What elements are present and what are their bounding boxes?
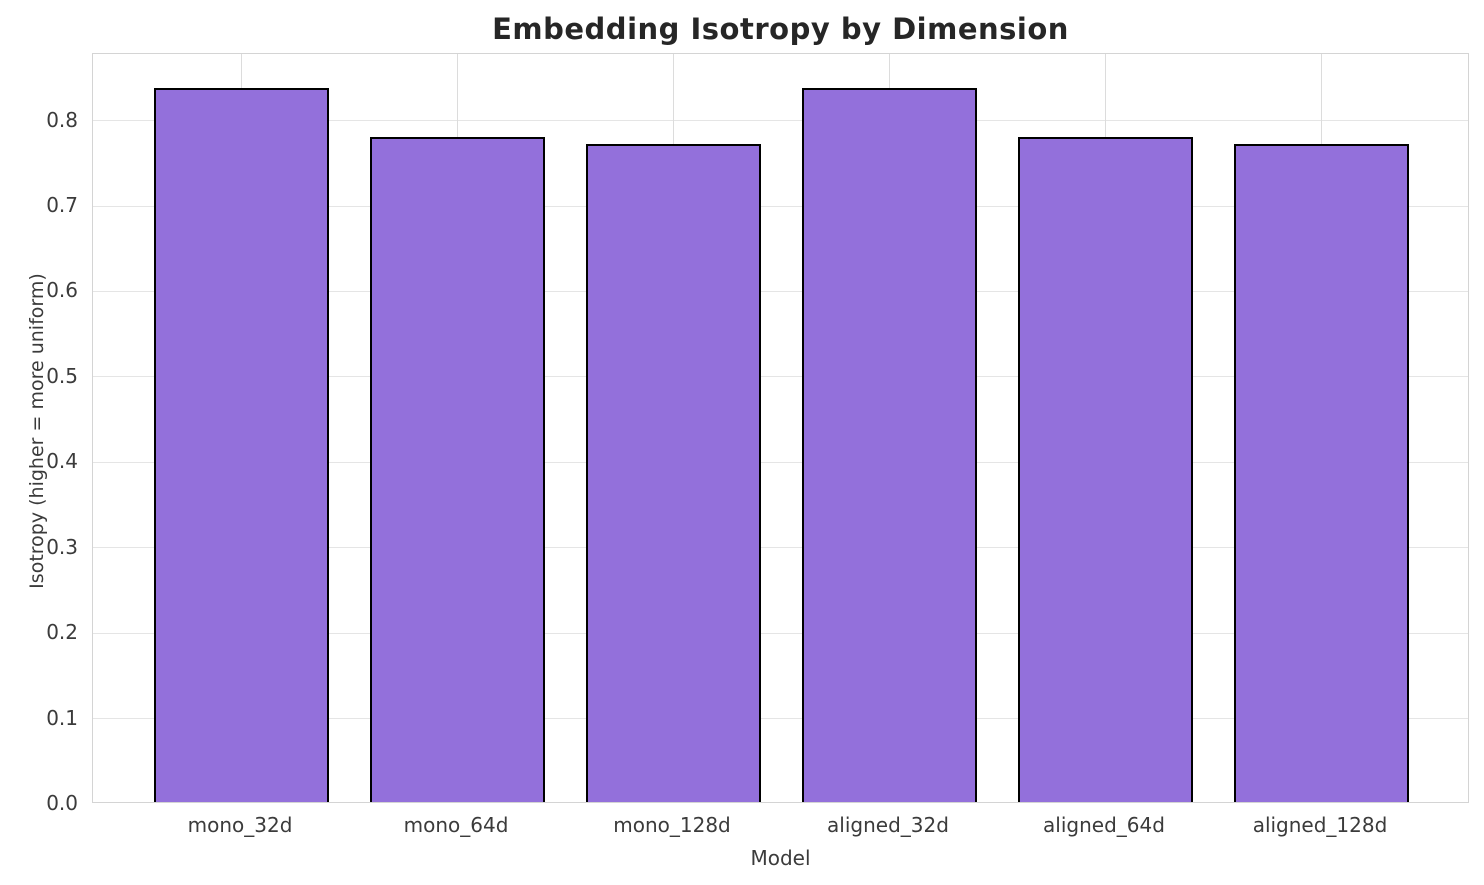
bar-mono_128d bbox=[585, 144, 761, 802]
h-gridline-0.3 bbox=[93, 547, 1468, 549]
bar-aligned_32d bbox=[801, 87, 977, 802]
y-tick-label-0.3: 0.3 bbox=[46, 534, 78, 559]
h-gridline-0.6 bbox=[93, 290, 1468, 292]
plot-area bbox=[92, 53, 1469, 803]
y-tick-label-0.2: 0.2 bbox=[46, 620, 78, 645]
x-tick-label-aligned_64d: aligned_64d bbox=[1043, 813, 1165, 837]
bar-aligned_64d bbox=[1017, 137, 1193, 802]
h-gridline-0.8 bbox=[93, 120, 1468, 122]
x-tick-label-mono_128d: mono_128d bbox=[613, 813, 731, 837]
h-gridline-0.1 bbox=[93, 718, 1468, 720]
y-tick-label-0.4: 0.4 bbox=[46, 449, 78, 474]
x-axis-label: Model bbox=[750, 846, 811, 870]
bar-mono_64d bbox=[369, 137, 545, 802]
y-tick-label-0.7: 0.7 bbox=[46, 193, 78, 218]
bar-mono_32d bbox=[153, 87, 329, 802]
x-tick-label-aligned_32d: aligned_32d bbox=[827, 813, 949, 837]
x-tick-label-aligned_128d: aligned_128d bbox=[1252, 813, 1388, 837]
chart-title: Embedding Isotropy by Dimension bbox=[492, 12, 1069, 46]
y-tick-label-0.5: 0.5 bbox=[46, 363, 78, 388]
x-tick-label-mono_64d: mono_64d bbox=[403, 813, 509, 837]
h-gridline-0.2 bbox=[93, 632, 1468, 634]
bar-aligned_128d bbox=[1233, 144, 1409, 802]
y-tick-label-0.6: 0.6 bbox=[46, 278, 78, 303]
y-tick-label-0.0: 0.0 bbox=[46, 791, 78, 815]
y-tick-label-0.1: 0.1 bbox=[46, 705, 78, 730]
h-gridline-0.4 bbox=[93, 461, 1468, 463]
h-gridline-0.5 bbox=[93, 376, 1468, 378]
x-tick-label-mono_32d: mono_32d bbox=[187, 813, 293, 837]
y-tick-label-0.8: 0.8 bbox=[46, 107, 78, 132]
h-gridline-0.7 bbox=[93, 205, 1468, 207]
